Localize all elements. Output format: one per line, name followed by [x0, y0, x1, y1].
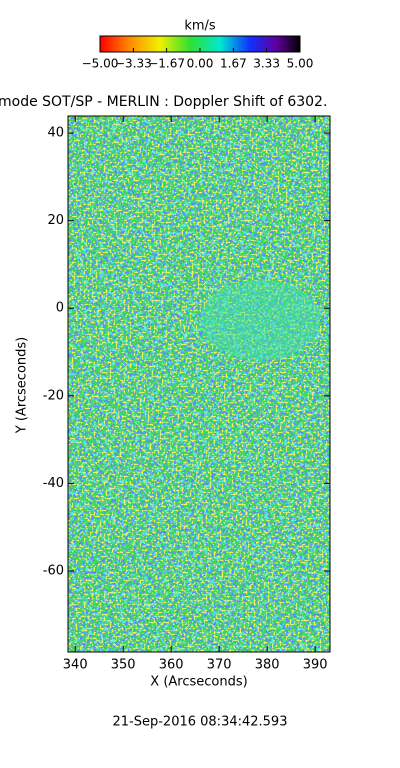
colorbar-tick-label: −1.67 [148, 57, 185, 71]
y-tick-label: 0 [56, 301, 64, 316]
colorbar-tick-label: 5.00 [287, 57, 314, 71]
x-tick-label: 350 [111, 658, 136, 673]
colorbar-tick-label: 1.67 [220, 57, 247, 71]
x-axis-label: X (Arcseconds) [150, 675, 247, 690]
chart-title: mode SOT/SP - MERLIN : Doppler Shift of … [0, 94, 327, 110]
colorbar-tick-label: 0.00 [187, 57, 214, 71]
y-tick-label: -60 [43, 563, 64, 578]
x-tick-label: 390 [303, 658, 328, 673]
x-tick-label: 380 [255, 658, 280, 673]
colorbar-tick-label: 3.33 [253, 57, 280, 71]
colorbar-tick-label: −3.33 [115, 57, 152, 71]
colorbar-label: km/s [184, 19, 216, 34]
y-tick-label: 20 [47, 213, 64, 228]
y-tick-label: 40 [47, 126, 64, 141]
footer-date: 21-Sep-2016 08:34:42.593 [113, 715, 288, 730]
x-tick-label: 360 [159, 658, 184, 673]
y-tick-label: -40 [43, 476, 64, 491]
y-tick-label: -20 [43, 388, 64, 403]
colorbar-tick-label: −5.00 [82, 57, 119, 71]
map-feature [200, 280, 320, 360]
y-axis-label: Y (Arcseconds) [15, 337, 30, 434]
plot-frame [67, 115, 331, 653]
x-tick-label: 370 [207, 658, 232, 673]
doppler-map [68, 116, 330, 652]
x-tick-label: 340 [63, 658, 88, 673]
